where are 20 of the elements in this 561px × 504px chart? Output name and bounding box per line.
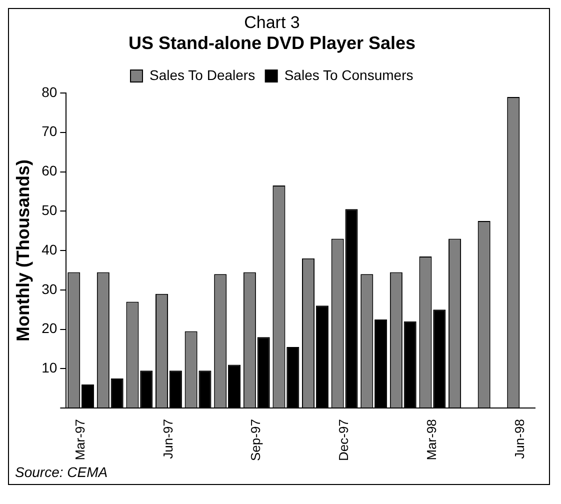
x-tick-label: Jun-98 xyxy=(512,419,527,459)
legend-label: Sales To Dealers xyxy=(150,66,256,83)
x-tick-label: Sep-97 xyxy=(248,419,264,461)
y-tick-label: 10 xyxy=(42,360,58,376)
source-note: Source: CEMA xyxy=(14,464,109,482)
x-tick-label: Dec-97 xyxy=(336,419,352,461)
x-tick-label: Mar-98 xyxy=(424,419,440,460)
chart-subtitle: US Stand-alone DVD Player Sales xyxy=(128,33,416,54)
y-axis-title: Monthly (Thousands) xyxy=(12,160,33,342)
chart-title: Chart 3 xyxy=(244,12,300,32)
y-tick-label: 60 xyxy=(42,162,58,179)
y-tick-label: 30 xyxy=(42,280,58,297)
x-tick-label: Jun-97 xyxy=(160,419,176,459)
y-tick-label: 70 xyxy=(42,123,58,140)
legend-label: Sales To Consumers xyxy=(284,66,414,83)
y-tick-label: 40 xyxy=(42,241,58,258)
y-tick-label: 50 xyxy=(42,202,58,218)
x-tick-label: Mar-97 xyxy=(72,419,88,460)
y-tick-label: 80 xyxy=(42,84,58,100)
y-tick-label: 20 xyxy=(42,320,58,336)
